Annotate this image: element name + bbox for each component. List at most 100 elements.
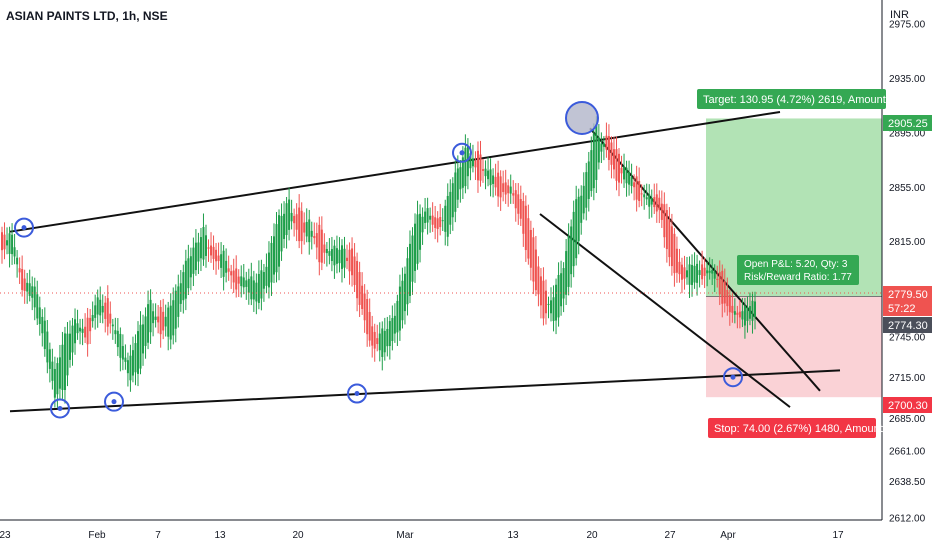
candle-body [691,264,694,286]
candle-body [570,226,573,275]
candle-body [414,223,417,271]
candle-body [212,246,215,259]
candle-body [104,302,107,319]
candle-body [693,265,696,283]
time-tick-label: Apr [720,530,736,541]
stop-label[interactable]: Stop: 74.00 (2.67%) 1480, Amount: 750 [708,418,907,438]
candle-body [23,278,26,291]
candle-body [645,197,648,200]
candle-body [386,328,389,347]
candle-body [18,268,21,273]
time-axis[interactable]: 23 Feb 7 13 20 Mar 13 20 27 Apr 17 [0,530,844,541]
candle-body [738,311,741,318]
pivot-marker-dot [730,374,736,380]
candle-body [262,272,265,289]
candle-body [348,249,351,272]
candle-body [3,234,6,250]
candle-body [562,268,565,299]
candle-body [144,316,147,346]
price-tick-label: 2685.00 [889,414,926,425]
candle-body [81,328,84,333]
candle-body [504,182,507,195]
candle-body [658,197,661,210]
time-tick-label: 17 [832,530,844,541]
candle-body [424,211,427,223]
candle-body [16,257,19,265]
candles [1,116,756,408]
candle-body [612,149,615,170]
candle-body [53,368,56,398]
pivot-marker [452,142,472,163]
price-axis[interactable]: 2975.00 2935.00 2895.00 2855.00 2815.00 2745.… [889,20,926,525]
pivot-marker-dot [21,225,27,231]
pnl-line1: Open P&L: 5.20, Qty: 3 [744,259,848,270]
candle-body [431,215,434,225]
time-tick-label: 7 [155,530,161,541]
candle-body [76,323,79,334]
candle-body [592,133,595,189]
candle-body [748,306,751,319]
candle-body [300,210,303,242]
candle-body [204,235,207,256]
candle-body [74,319,77,344]
candle-body [157,316,160,323]
candle-body [459,167,462,190]
candle-body [673,233,676,274]
candle-body [582,185,585,214]
target-price-text: 2905.25 [888,118,928,130]
candle-body [318,224,321,263]
candle-body [461,157,464,188]
target-label[interactable]: Target: 130.95 (4.72%) 2619, Amount: 144… [697,89,926,109]
time-tick-label: Mar [396,530,414,541]
candle-body [680,264,683,280]
candle-body [595,124,598,180]
candle-body [320,229,323,263]
candle-body [421,216,424,233]
candle-body [403,273,406,312]
high-marker [565,101,599,135]
candle-body [169,305,172,340]
candle-body [371,326,374,346]
candle-body [665,210,668,250]
candle-body [232,270,235,283]
candle-body [509,186,512,194]
candle-body [565,251,568,295]
candle-body [474,160,477,168]
time-tick-label: 13 [507,530,519,541]
candle-body [215,249,218,262]
candle-body [600,143,603,152]
candle-body [615,149,618,181]
candle-body [683,267,686,279]
candle-body [655,194,658,212]
candle-body [13,247,16,257]
candle-body [620,167,623,174]
candle-body [696,263,699,283]
stop-price-text: 2700.30 [888,400,928,412]
candle-body [167,307,170,337]
candle-body [41,316,44,334]
stop-label-text: Stop: 74.00 (2.67%) 1480, Amount: 750 [714,423,907,435]
candle-body [602,143,605,147]
candle-body [517,194,520,214]
candle-body [202,227,205,260]
candle-body [519,199,522,219]
candle-body [26,282,29,292]
candle-body [220,254,223,268]
candle-body [222,250,225,277]
candle-body [335,248,338,264]
candle-body [235,268,238,290]
candle-body [507,185,510,194]
candle-body [466,146,469,177]
candle-body [388,321,391,347]
candle-body [285,203,288,236]
candle-body [736,312,739,315]
candle-body [89,317,92,332]
candle-body [177,286,180,317]
candle-body [245,280,248,287]
candle-body [436,218,439,230]
pnl-box[interactable]: Open P&L: 5.20, Qty: 3 Risk/Reward Ratio… [737,255,859,285]
candle-body [328,251,331,256]
candle-body [411,235,414,282]
price-tick-label: 2715.00 [889,373,926,384]
